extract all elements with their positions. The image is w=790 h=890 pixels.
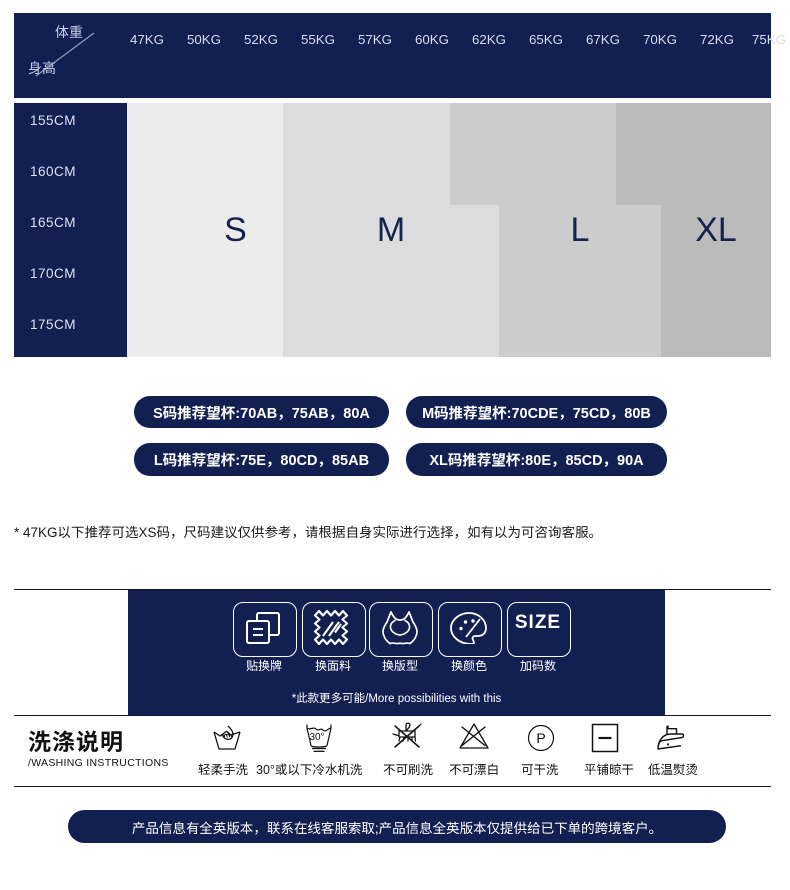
svg-text:P: P (536, 730, 545, 746)
